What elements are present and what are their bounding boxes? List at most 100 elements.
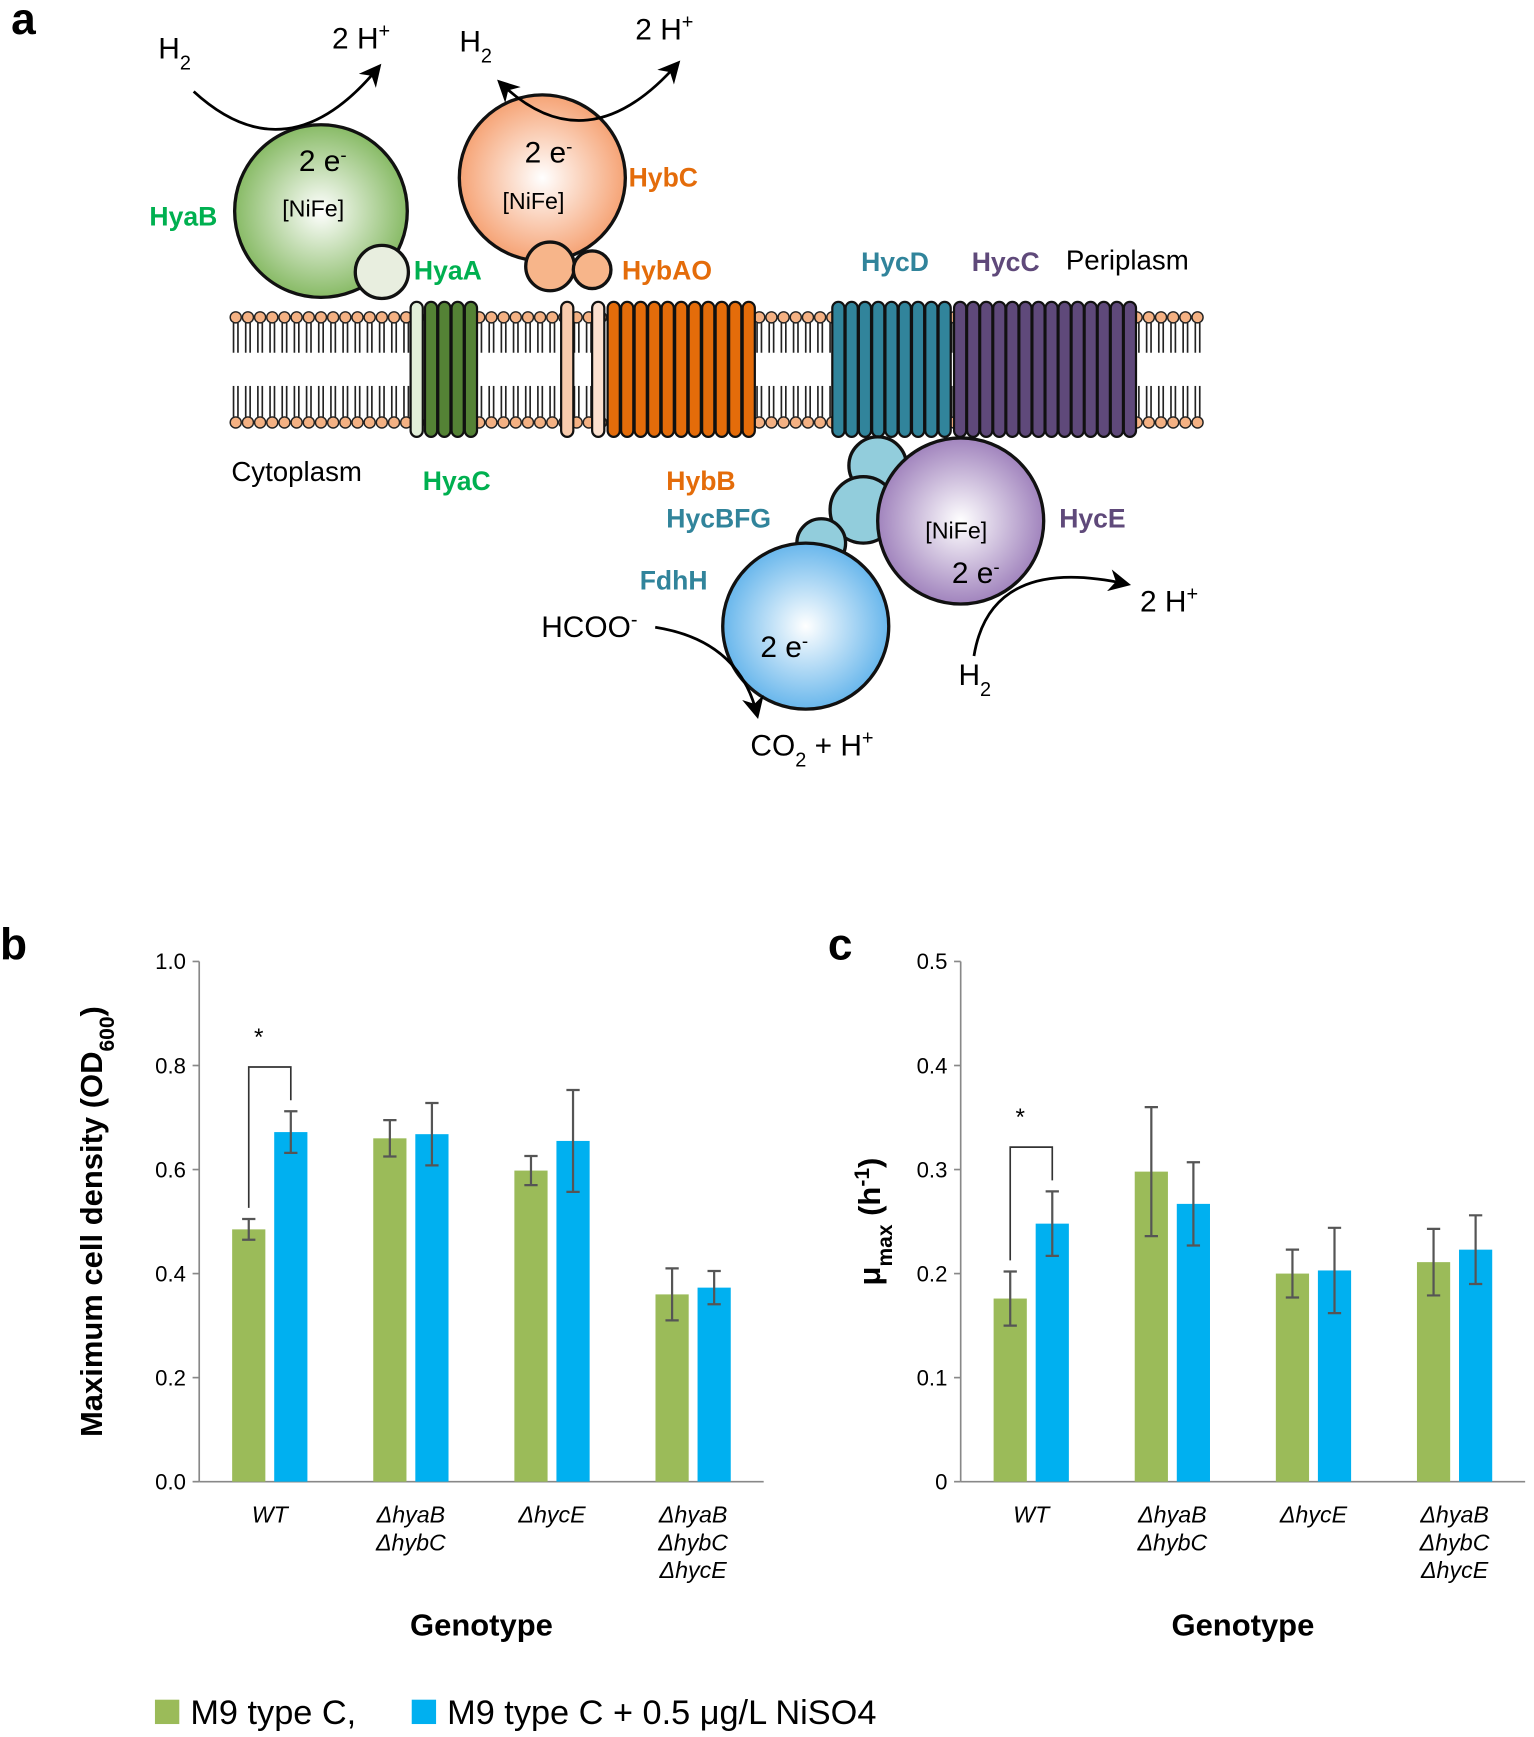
lipid-head xyxy=(509,311,523,324)
lipid-head xyxy=(229,311,242,324)
error-bar xyxy=(242,1217,256,1241)
y-tick-label: 1.0 xyxy=(155,949,186,974)
helix xyxy=(1044,300,1059,438)
lipid-head xyxy=(546,311,559,324)
x-tick-line: ΔhycE xyxy=(517,1502,586,1528)
y-axis-title-part: (h xyxy=(852,1187,887,1225)
x-tick-line: ΔhycE xyxy=(1279,1502,1348,1528)
helix xyxy=(687,300,702,438)
helix xyxy=(1109,300,1125,438)
error-bar xyxy=(284,1110,298,1155)
protein-label: HyaC xyxy=(423,466,491,496)
bar xyxy=(1035,1223,1069,1482)
legend-label: M9 type C, xyxy=(190,1694,356,1732)
text-part: 2 H xyxy=(332,22,379,55)
hybao-circle xyxy=(524,240,577,293)
lipid-head xyxy=(339,311,352,324)
y-tick-label: 0.4 xyxy=(917,1053,948,1078)
electron-label: 2 e- xyxy=(952,555,1000,590)
text-part: 2 H xyxy=(635,14,682,47)
y-tick-label: 0.5 xyxy=(917,949,948,974)
lipid-head xyxy=(497,311,510,324)
lipid-head xyxy=(375,311,389,324)
lipid-head xyxy=(1154,416,1168,429)
hyaa-circle xyxy=(353,243,411,301)
electron-label: 2 e- xyxy=(299,144,347,178)
y-axis-title: Maximum cell density (OD600) xyxy=(74,1006,119,1437)
y-tick-label: 0 xyxy=(935,1469,947,1494)
lipid-head xyxy=(229,416,242,429)
text-part: + xyxy=(682,12,694,34)
protein-label: HycC xyxy=(972,247,1040,277)
lipid-head xyxy=(765,416,778,429)
lipid-head xyxy=(777,416,790,429)
helix xyxy=(560,300,575,438)
x-axis-title: Genotype xyxy=(1172,1608,1315,1643)
lipid-head xyxy=(375,416,389,429)
bar xyxy=(655,1294,689,1482)
lipid-head xyxy=(1179,311,1192,324)
lipid-head xyxy=(813,416,827,429)
hybao-circle xyxy=(571,249,613,291)
y-tick-label: 0.2 xyxy=(155,1365,186,1390)
x-tick-line: WT xyxy=(252,1502,290,1528)
x-tick-line: ΔhycE xyxy=(1420,1557,1489,1583)
y-tick-label: 0.6 xyxy=(155,1157,186,1182)
text-part: - xyxy=(802,630,808,651)
text-part: 2 H xyxy=(1140,586,1187,619)
molecule-label: H2 xyxy=(158,32,191,74)
helix xyxy=(741,300,756,438)
legend-swatch xyxy=(411,1699,437,1725)
lipid-head xyxy=(1166,416,1180,429)
helix xyxy=(979,300,994,438)
lipid-head xyxy=(509,416,523,429)
helix xyxy=(1096,300,1111,438)
x-tick-line: ΔhycE xyxy=(658,1557,727,1583)
x-tick-line: ΔhyaB xyxy=(1419,1502,1489,1528)
helix xyxy=(660,300,675,438)
lipid-head xyxy=(546,416,559,429)
protein-label: HyaA xyxy=(414,256,482,286)
electron-label: 2 e- xyxy=(525,135,573,169)
lipid-head xyxy=(266,416,279,429)
y-tick-label: 0.3 xyxy=(917,1157,948,1182)
text-part: 2 e xyxy=(299,145,341,178)
lipid-head xyxy=(789,416,803,429)
text-part: - xyxy=(993,555,999,576)
lipid-head xyxy=(765,311,778,324)
text-part: 2 e xyxy=(952,557,994,590)
text-part: HCOO xyxy=(541,611,631,644)
molecule-label: HCOO- xyxy=(541,609,637,644)
bar xyxy=(274,1132,308,1482)
error-bar xyxy=(1144,1106,1158,1238)
error-bar xyxy=(707,1269,721,1306)
text-part: CO xyxy=(750,730,795,763)
error-bar xyxy=(1468,1214,1483,1286)
y-axis-title-part: max xyxy=(873,1224,896,1266)
helix xyxy=(992,300,1007,438)
panel-label: a xyxy=(11,0,36,44)
lipid-head xyxy=(278,311,291,324)
molecule-label: 2 H+ xyxy=(1140,584,1198,619)
error-bar xyxy=(1426,1227,1441,1297)
text-part: - xyxy=(631,609,638,631)
x-tick-line: ΔhyaB xyxy=(658,1502,728,1528)
lipid-head xyxy=(314,416,328,429)
error-bar xyxy=(383,1119,397,1158)
text-part: 2 xyxy=(795,750,806,772)
bar xyxy=(232,1229,266,1482)
helix xyxy=(1005,300,1020,438)
arrows xyxy=(192,60,1132,719)
protein-label: HybAO xyxy=(622,256,712,286)
text-part: H xyxy=(958,659,980,692)
bar xyxy=(514,1170,548,1482)
text-part: H xyxy=(158,32,180,65)
x-tick-label: ΔhycE xyxy=(1279,1502,1348,1528)
lipid-head xyxy=(533,311,547,324)
bar xyxy=(556,1140,590,1482)
y-axis-title-part: ) xyxy=(74,1006,109,1016)
helix xyxy=(952,300,968,438)
lipid-head xyxy=(1191,311,1204,324)
helix xyxy=(437,300,452,438)
